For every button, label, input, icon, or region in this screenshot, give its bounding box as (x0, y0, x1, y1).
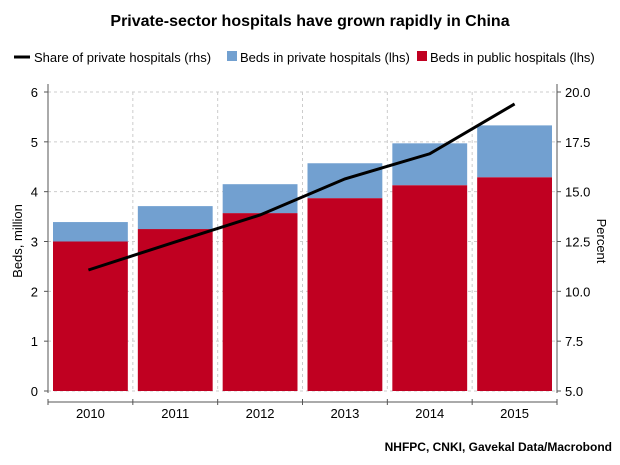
x-tick-label: 2013 (330, 406, 359, 421)
bar-private-2010 (53, 222, 128, 242)
y-tick-label: 5 (31, 135, 38, 150)
legend-public: Beds in public hospitals (lhs) (430, 50, 595, 65)
legend-private: Beds in private hospitals (lhs) (240, 50, 410, 65)
y-tick-label: 6 (31, 85, 38, 100)
bar-public-2013 (307, 198, 383, 391)
y2-tick-label: 7.5 (565, 334, 583, 349)
bar-public-2015 (477, 177, 552, 391)
bar-public-2010 (53, 241, 128, 391)
x-tick-label: 2014 (415, 406, 444, 421)
y2-tick-label: 12.5 (565, 235, 590, 250)
y2-tick-label: 15.0 (565, 185, 590, 200)
legend-public-swatch (417, 51, 427, 61)
bar-private-2012 (222, 184, 298, 214)
legend-share: Share of private hospitals (rhs) (34, 50, 211, 65)
y-tick-label: 3 (31, 235, 38, 250)
bar-private-2013 (307, 163, 383, 199)
y-tick-label: 4 (31, 185, 38, 200)
source-note: NHFPC, CNKI, Gavekal Data/Macrobond (385, 440, 612, 454)
y2-tick-label: 5.0 (565, 384, 583, 399)
y-tick-label: 1 (31, 334, 38, 349)
chart-title: Private-sector hospitals have grown rapi… (110, 13, 509, 30)
line-series (87, 102, 516, 272)
x-tick-label: 2010 (76, 406, 105, 421)
bar-private-2011 (137, 206, 213, 230)
bar-public-2011 (137, 229, 213, 391)
y-axis-label: Beds, million (10, 204, 25, 278)
legend: Share of private hospitals (rhs) Beds in … (14, 50, 595, 65)
share-line (87, 102, 516, 272)
legend-private-swatch (227, 51, 237, 61)
x-tick-label: 2012 (246, 406, 275, 421)
y2-tick-label: 17.5 (565, 135, 590, 150)
bar-public-2012 (222, 213, 298, 391)
grid (48, 91, 557, 392)
bar-public-2014 (392, 185, 468, 391)
y2-axis-label: Percent (594, 219, 609, 264)
bar-private-2015 (477, 125, 552, 178)
y-tick-label: 2 (31, 284, 38, 299)
x-tick-label: 2011 (161, 406, 189, 421)
x-tick-label: 2015 (500, 406, 529, 421)
axes: 0 1 2 3 4 5 6 5.0 7.5 10.0 12.5 15.0 17.5 20.0 2010 201… (31, 84, 590, 421)
bars (53, 125, 552, 391)
y2-tick-label: 20.0 (565, 85, 590, 100)
bar-private-2014 (392, 143, 468, 186)
y-tick-label: 0 (31, 384, 38, 399)
y2-tick-label: 10.0 (565, 284, 590, 299)
